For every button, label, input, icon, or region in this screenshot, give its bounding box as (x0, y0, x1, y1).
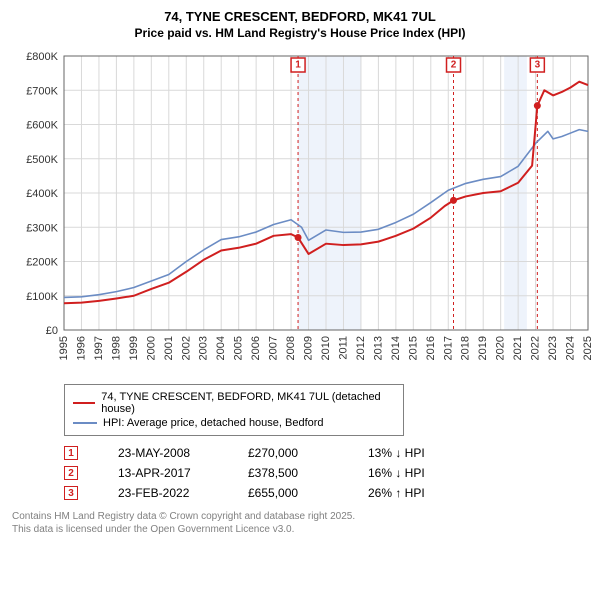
svg-text:2019: 2019 (477, 336, 489, 360)
transaction-date: 23-MAY-2008 (118, 446, 208, 460)
svg-text:2025: 2025 (582, 336, 592, 360)
svg-text:2014: 2014 (390, 336, 402, 360)
svg-text:2: 2 (451, 60, 457, 71)
attribution: Contains HM Land Registry data © Crown c… (12, 510, 594, 536)
transaction-date: 23-FEB-2022 (118, 486, 208, 500)
transaction-row: 3 23-FEB-2022 £655,000 26% ↑ HPI (64, 486, 594, 500)
svg-text:£0: £0 (46, 325, 58, 337)
svg-text:2001: 2001 (163, 336, 175, 360)
legend-row-hpi: HPI: Average price, detached house, Bedf… (73, 417, 395, 429)
svg-text:£100K: £100K (26, 291, 58, 303)
svg-text:2018: 2018 (460, 336, 472, 360)
transaction-row: 1 23-MAY-2008 £270,000 13% ↓ HPI (64, 446, 594, 460)
svg-text:2002: 2002 (180, 336, 192, 360)
chart-title: 74, TYNE CRESCENT, BEDFORD, MK41 7UL (6, 8, 594, 26)
transaction-date: 13-APR-2017 (118, 466, 208, 480)
legend-swatch-subject (73, 402, 95, 404)
svg-text:2003: 2003 (198, 336, 210, 360)
legend-row-subject: 74, TYNE CRESCENT, BEDFORD, MK41 7UL (de… (73, 391, 395, 415)
svg-text:1996: 1996 (75, 336, 87, 360)
svg-text:£800K: £800K (26, 51, 58, 63)
transaction-pct: 13% ↓ HPI (368, 446, 458, 460)
transaction-marker: 3 (64, 486, 78, 500)
svg-text:£700K: £700K (26, 85, 58, 97)
svg-text:£500K: £500K (26, 154, 58, 166)
svg-text:2015: 2015 (407, 336, 419, 360)
transaction-price: £655,000 (248, 486, 328, 500)
svg-text:2010: 2010 (320, 336, 332, 360)
legend-label-hpi: HPI: Average price, detached house, Bedf… (103, 417, 324, 429)
svg-text:£200K: £200K (26, 257, 58, 269)
transaction-row: 2 13-APR-2017 £378,500 16% ↓ HPI (64, 466, 594, 480)
legend-swatch-hpi (73, 422, 97, 424)
svg-text:2012: 2012 (355, 336, 367, 360)
svg-text:2013: 2013 (372, 336, 384, 360)
svg-text:2006: 2006 (250, 336, 262, 360)
svg-text:2004: 2004 (215, 336, 227, 360)
transaction-pct: 16% ↓ HPI (368, 466, 458, 480)
chart-subtitle: Price paid vs. HM Land Registry's House … (6, 26, 594, 40)
svg-text:£600K: £600K (26, 120, 58, 132)
svg-text:2007: 2007 (268, 336, 280, 360)
legend: 74, TYNE CRESCENT, BEDFORD, MK41 7UL (de… (64, 384, 404, 436)
svg-text:1: 1 (295, 60, 301, 71)
svg-text:2009: 2009 (303, 336, 315, 360)
svg-text:3: 3 (535, 60, 541, 71)
transaction-pct: 26% ↑ HPI (368, 486, 458, 500)
svg-text:1998: 1998 (110, 336, 122, 360)
svg-text:2021: 2021 (512, 336, 524, 360)
svg-text:£400K: £400K (26, 188, 58, 200)
chart: £0 £100K £200K £300K £400K £500K £600K £700K £80… (6, 48, 592, 378)
transaction-marker: 1 (64, 446, 78, 460)
legend-label-subject: 74, TYNE CRESCENT, BEDFORD, MK41 7UL (de… (101, 391, 395, 415)
svg-text:1997: 1997 (93, 336, 105, 360)
svg-text:2022: 2022 (530, 336, 542, 360)
svg-text:2024: 2024 (565, 336, 577, 360)
svg-text:2023: 2023 (547, 336, 559, 360)
svg-text:2000: 2000 (145, 336, 157, 360)
svg-text:2017: 2017 (442, 336, 454, 360)
svg-text:2016: 2016 (425, 336, 437, 360)
page: 74, TYNE CRESCENT, BEDFORD, MK41 7UL Pri… (0, 0, 600, 544)
svg-text:2020: 2020 (495, 336, 507, 360)
svg-text:2005: 2005 (233, 336, 245, 360)
svg-text:1999: 1999 (128, 336, 140, 360)
svg-text:2011: 2011 (337, 336, 349, 360)
svg-text:2008: 2008 (285, 336, 297, 360)
transaction-marker: 2 (64, 466, 78, 480)
transaction-price: £378,500 (248, 466, 328, 480)
svg-text:£300K: £300K (26, 222, 58, 234)
transaction-price: £270,000 (248, 446, 328, 460)
svg-text:1995: 1995 (58, 336, 70, 360)
transactions-table: 1 23-MAY-2008 £270,000 13% ↓ HPI 2 13-APR-201… (64, 446, 594, 500)
